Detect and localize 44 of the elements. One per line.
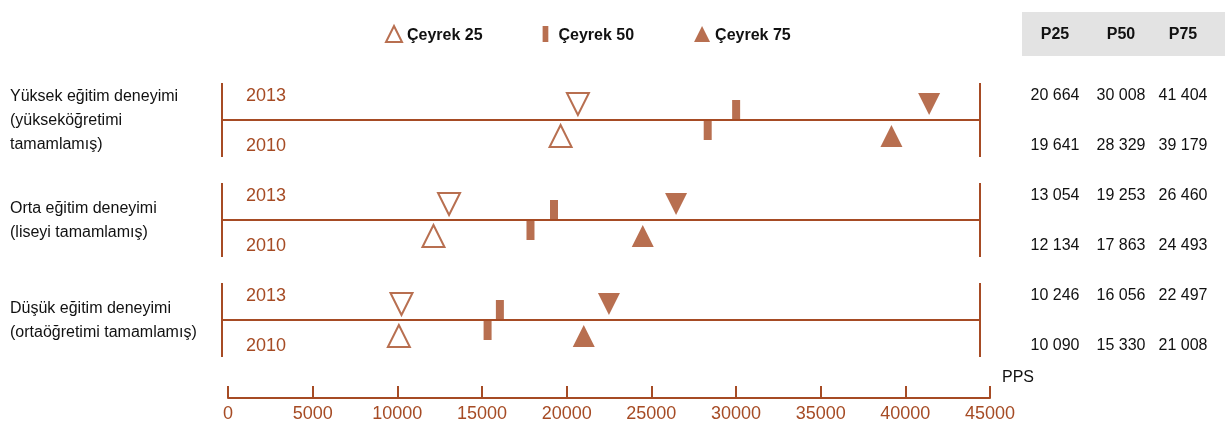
text: Yüksek eğitim deneyimi (yükseköğretimi tamamlamış) (10, 86, 179, 154)
y-tick-label: 2013 (246, 285, 287, 305)
data-label: 21 008 (1158, 336, 1208, 354)
data-label: 39 179 (1158, 136, 1208, 154)
y-tick-label: 2013 (246, 85, 287, 105)
data-label: 13 054 (1030, 186, 1080, 204)
text: P50 (1106, 25, 1136, 43)
text: P75 (1168, 25, 1198, 43)
y-tick-label: 2010 (246, 135, 287, 155)
x-tick-label: 25000 (626, 403, 677, 423)
y-tick-label: 2013 (246, 185, 287, 205)
data-label: 17 863 (1096, 236, 1146, 254)
x-tick-label: 15000 (456, 403, 508, 423)
x-tick-label: 10000 (372, 403, 423, 423)
data-label: 41 404 (1158, 86, 1208, 104)
y-tick-label: 2010 (246, 335, 287, 355)
x-axis-title: PPS (1002, 367, 1035, 385)
data-label: 10 090 (1030, 336, 1080, 354)
y-tick-label: 2010 (246, 235, 287, 255)
data-label: 16 056 (1096, 286, 1146, 304)
data-label: 24 493 (1158, 236, 1208, 254)
data-label: 12 134 (1030, 236, 1080, 254)
data-label: 15 330 (1096, 336, 1146, 354)
data-label: 19 641 (1030, 136, 1080, 154)
legend-label: Çeyrek 25 (407, 25, 483, 43)
x-tick-label: 30000 (710, 403, 762, 423)
x-tick-label: 35000 (795, 403, 846, 423)
x-tick-label: 45000 (964, 403, 1016, 423)
x-tick-label: 20000 (541, 403, 592, 423)
data-label: 10 246 (1030, 286, 1080, 304)
data-label: 28 329 (1096, 136, 1146, 154)
data-label: 22 497 (1158, 286, 1208, 304)
x-tick-label: 0 (222, 403, 234, 423)
legend-label: Çeyrek 75 (715, 25, 791, 43)
text: Orta eğitim deneyimi (liseyi tamamlamış) (10, 198, 157, 242)
data-label: 26 460 (1158, 186, 1208, 204)
data-label: 20 664 (1030, 86, 1080, 104)
x-tick-label: 40000 (880, 403, 931, 423)
data-label: 30 008 (1096, 86, 1146, 104)
text: Düşük eğitim deneyimi (ortaöğretimi tamamlamış) (10, 298, 197, 342)
data-label: 19 253 (1096, 186, 1146, 204)
legend-label: Çeyrek 50 (558, 25, 635, 43)
text: P25 (1040, 25, 1070, 43)
x-tick-label: 5000 (292, 403, 333, 423)
